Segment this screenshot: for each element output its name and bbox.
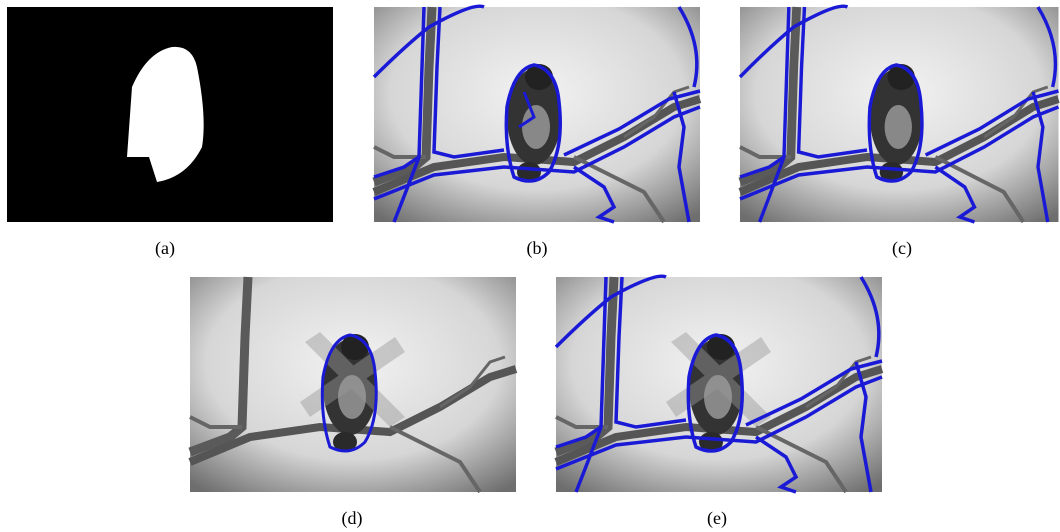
panel-e bbox=[556, 276, 882, 492]
panel-b bbox=[374, 6, 700, 222]
caption: (e) bbox=[707, 508, 727, 529]
panel-d bbox=[190, 277, 516, 492]
caption: (a) bbox=[155, 238, 175, 259]
caption: (d) bbox=[342, 508, 363, 529]
panel-c bbox=[740, 6, 1060, 222]
caption: (b) bbox=[527, 238, 548, 259]
panel-a bbox=[7, 7, 333, 222]
caption: (c) bbox=[892, 238, 912, 259]
